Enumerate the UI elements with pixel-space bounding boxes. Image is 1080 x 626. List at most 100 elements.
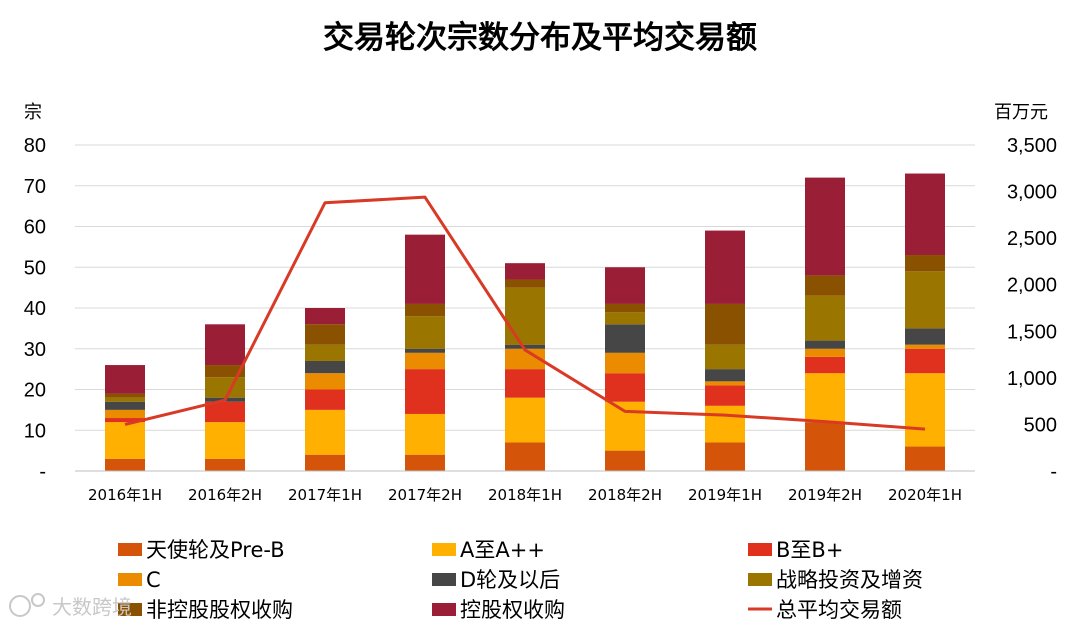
x-tick-label: 2020年1H [888, 486, 962, 504]
legend-label: 非控股股权收购 [146, 598, 293, 622]
watermark-text: 大数跨境 [52, 595, 132, 619]
bar-segment [305, 409, 345, 455]
bar-segment [605, 352, 645, 374]
bar-segment [205, 422, 245, 459]
bar-segment [105, 409, 145, 419]
left-tick-label: 30 [24, 339, 46, 361]
bar-segment [405, 454, 445, 471]
x-tick-label: 2018年2H [588, 486, 662, 504]
bar-segment [805, 348, 845, 357]
bar-segment [205, 401, 245, 423]
bar-segment [105, 393, 145, 398]
x-tick-label: 2017年2H [388, 486, 462, 504]
right-tick-label: 3,500 [1007, 135, 1057, 157]
bar-segment [205, 458, 245, 471]
bar-segment [505, 369, 545, 398]
legend-label: 控股权收购 [460, 598, 565, 622]
bars-group [105, 173, 945, 471]
left-axis-unit: 宗 [24, 102, 42, 123]
right-tick-label: - [1050, 461, 1057, 483]
x-tick-label: 2016年2H [188, 486, 262, 504]
left-tick-label: 20 [24, 380, 46, 402]
axes-group: - 10 20 30 40 50 60 70 80 - 500 1,000 1,500 2,000 2,50… [24, 135, 1057, 504]
bar-segment [605, 373, 645, 402]
bar-segment [705, 230, 745, 304]
bar-segment [505, 442, 545, 471]
watermark-logo-icon-dot [31, 593, 45, 607]
bar-segment [705, 369, 745, 382]
watermark: 大数跨境 [9, 593, 132, 619]
bar-segment [905, 255, 945, 272]
left-tick-label: 60 [24, 217, 46, 239]
bar-segment [905, 348, 945, 374]
bar-segment [405, 369, 445, 414]
bar-segment [705, 303, 745, 345]
bar-segment [905, 446, 945, 471]
bar-segment [405, 316, 445, 349]
bar-segment [805, 295, 845, 341]
bar-segment [405, 413, 445, 455]
right-axis-unit: 百万元 [994, 102, 1048, 123]
bar-segment [705, 344, 745, 370]
bar-segment [505, 344, 545, 349]
bar-segment [805, 275, 845, 296]
bar-segment [205, 324, 245, 366]
bar-segment [605, 303, 645, 313]
bar-segment [905, 271, 945, 329]
bar-segment [805, 356, 845, 374]
bar-segment [305, 389, 345, 410]
bar-segment [105, 365, 145, 394]
bar-segment [105, 458, 145, 471]
bar-segment [305, 344, 345, 361]
watermark-logo-icon [9, 595, 31, 617]
bar-segment [305, 360, 345, 374]
legend-swatch [748, 573, 772, 586]
chart-title: 交易轮次宗数分布及平均交易额 [323, 20, 757, 56]
average-line [124, 195, 926, 431]
left-tick-label: 80 [24, 135, 46, 157]
bar-segment [605, 267, 645, 304]
legend-label: 战略投资及增资 [776, 568, 923, 592]
legend-swatch [748, 543, 772, 556]
left-tick-label: 70 [24, 176, 46, 198]
legend-label: B至B+ [776, 538, 843, 562]
bar-segment [505, 279, 545, 288]
bar-segment [105, 418, 145, 423]
right-tick-label: 3,000 [1007, 182, 1057, 204]
x-tick-label: 2018年1H [488, 486, 562, 504]
x-tick-label: 2017年1H [288, 486, 362, 504]
bar-segment [505, 287, 545, 345]
bar-segment [905, 344, 945, 349]
legend-label: 天使轮及Pre-B [146, 538, 285, 562]
bar-segment [405, 348, 445, 353]
left-tick-label: 40 [24, 298, 46, 320]
bar-segment [105, 422, 145, 459]
bar-segment [405, 234, 445, 304]
x-tick-label: 2016年1H [88, 486, 162, 504]
line-group [124, 195, 926, 431]
legend-label: C [146, 568, 161, 592]
left-tick-label: 50 [24, 257, 46, 279]
bar-segment [505, 263, 545, 280]
bar-segment [705, 405, 745, 443]
bar-segment [705, 442, 745, 471]
legend-label: D轮及以后 [460, 568, 560, 592]
legend-swatch [432, 543, 456, 556]
bar-segment [305, 454, 345, 471]
legend-swatch [432, 573, 456, 586]
bar-segment [405, 303, 445, 317]
bar-segment [605, 450, 645, 471]
bar-segment [805, 177, 845, 276]
bar-segment [505, 397, 545, 443]
legend-swatch [118, 543, 142, 556]
bar-segment [205, 365, 245, 378]
right-tick-label: 2,000 [1007, 275, 1057, 297]
legend-label: A至A++ [460, 538, 545, 562]
bar-segment [605, 401, 645, 451]
left-tick-label: 10 [24, 420, 46, 442]
right-tick-label: 1,000 [1007, 368, 1057, 390]
legend-swatch [118, 603, 142, 616]
